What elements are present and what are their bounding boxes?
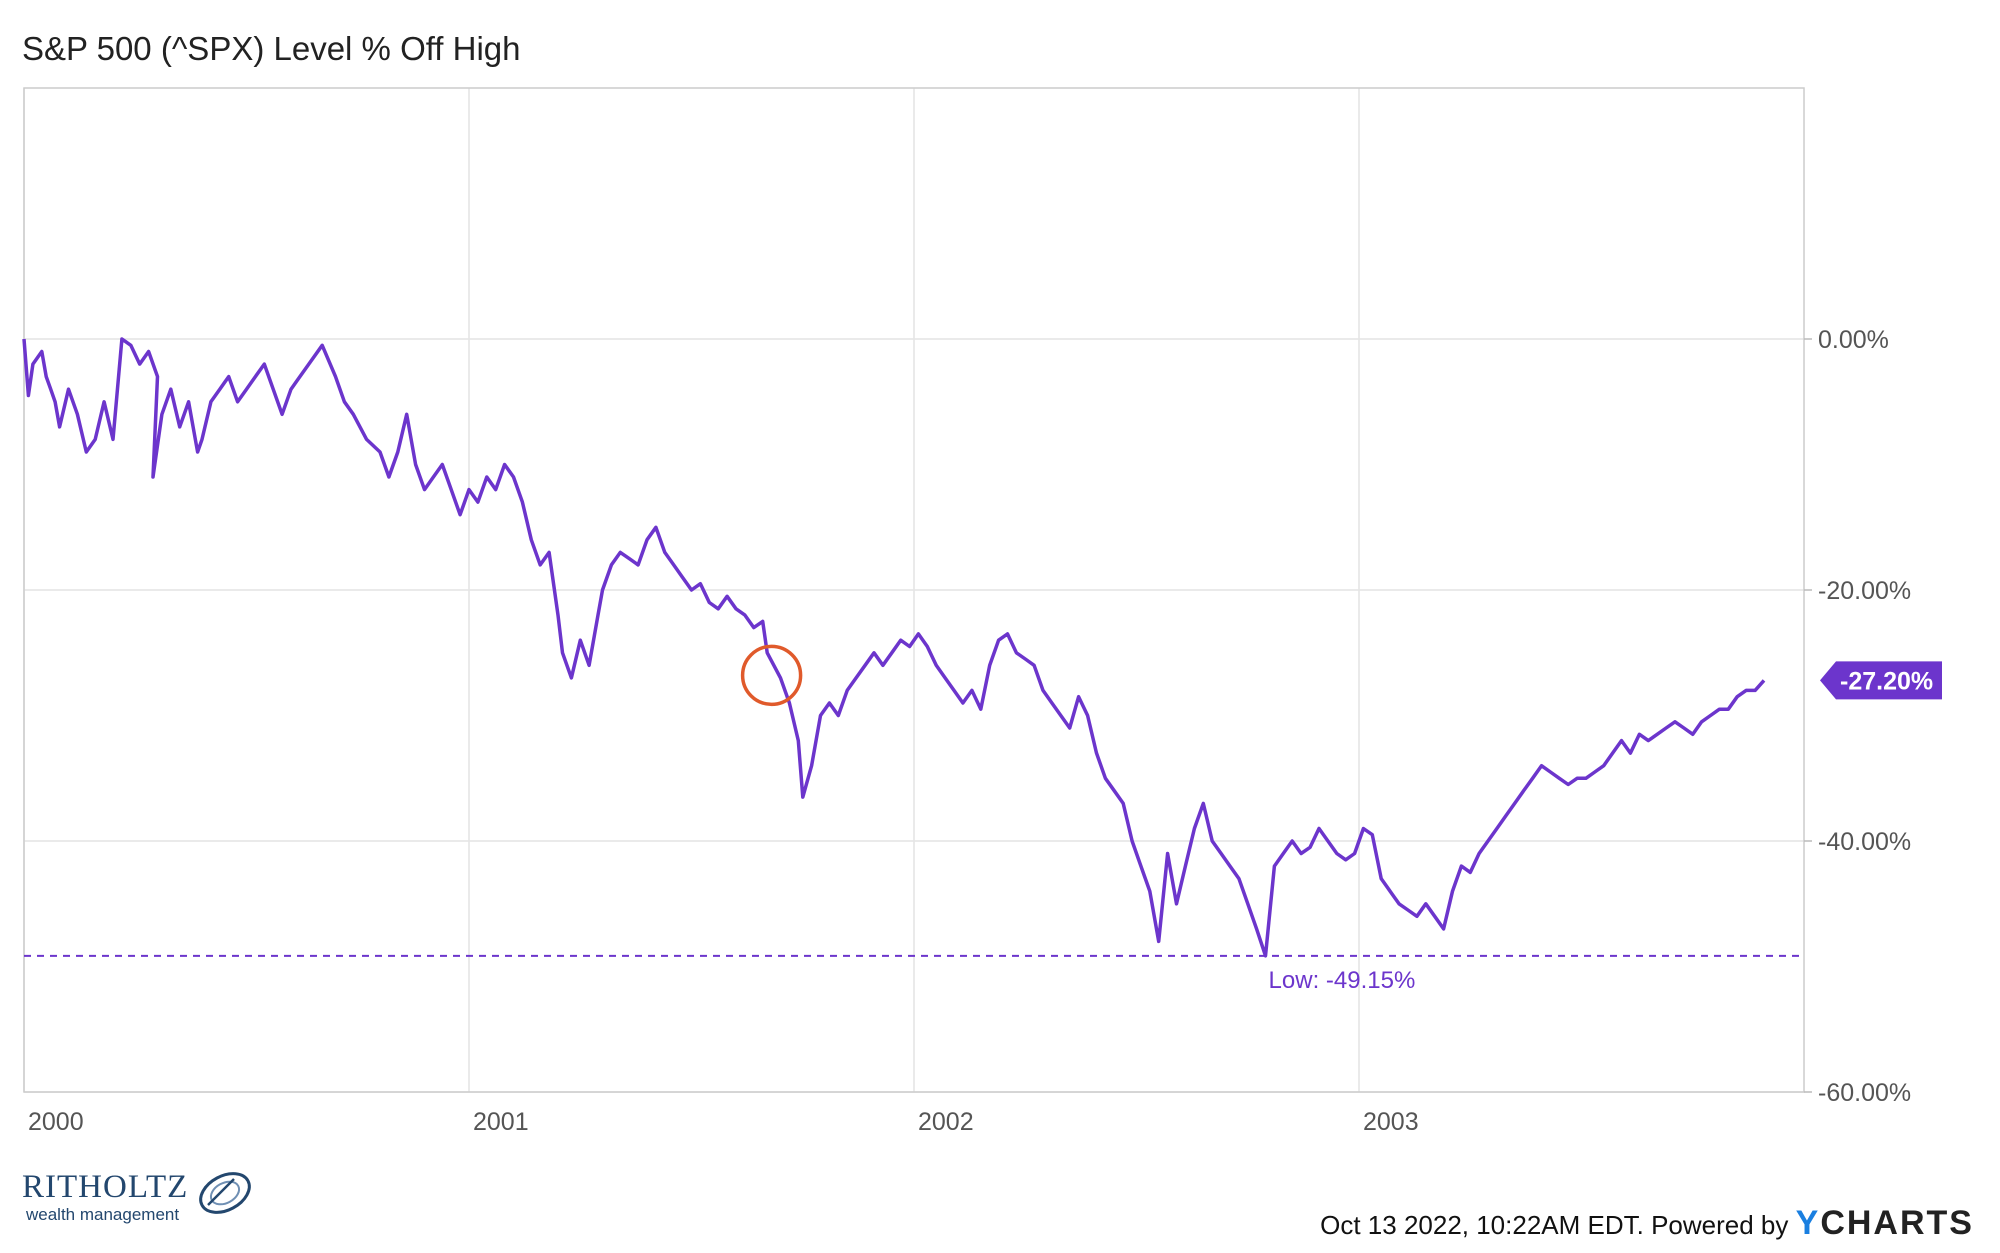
x-tick-label: 2003 xyxy=(1363,1108,1419,1136)
ycharts-logo: YCHARTS xyxy=(1796,1204,1974,1242)
footer-powered-by: Powered by xyxy=(1651,1210,1789,1240)
series-line xyxy=(22,337,1766,958)
logo-emblem-icon xyxy=(199,1172,251,1214)
low-label: Low: -49.15% xyxy=(1269,967,1416,994)
last-value-badge: -27.20% xyxy=(1820,661,1942,700)
y-tick-label: 0.00% xyxy=(1818,326,1889,354)
ycharts-logo-text: CHARTS xyxy=(1820,1204,1974,1242)
y-tick-label: -20.00% xyxy=(1818,577,1911,605)
x-tick-label: 2000 xyxy=(28,1108,84,1136)
chart-title: S&P 500 (^SPX) Level % Off High xyxy=(22,30,521,67)
y-tick-label: -40.00% xyxy=(1818,828,1911,856)
badge-label: -27.20% xyxy=(1840,667,1933,695)
logo-wordmark: RITHOLTZ xyxy=(22,1169,189,1205)
highlight-circle xyxy=(740,644,803,707)
badge-shape xyxy=(1820,661,1942,700)
series-path xyxy=(22,337,1766,958)
y-axis-ticks: 0.00% -20.00% -40.00% -60.00% xyxy=(1804,326,1911,1107)
highlight-ring xyxy=(740,644,803,707)
grid-lines xyxy=(23,88,1804,1093)
x-tick-label: 2001 xyxy=(473,1108,529,1136)
ycharts-logo-y: Y xyxy=(1795,1204,1821,1242)
x-tick-label: 2002 xyxy=(918,1108,974,1136)
x-axis-ticks: 2000 2001 2002 2003 xyxy=(28,1108,1419,1136)
y-tick-label: -60.00% xyxy=(1818,1079,1911,1107)
footer-timestamp: Oct 13 2022, 10:22AM EDT. xyxy=(1320,1210,1644,1240)
ritholtz-logo: RITHOLTZ wealth management xyxy=(22,1161,252,1231)
logo-subtitle: wealth management xyxy=(26,1205,180,1224)
footer-credit: Oct 13 2022, 10:22AM EDT. Powered by YCH… xyxy=(1320,1204,1974,1243)
low-reference-line: Low: -49.15% xyxy=(24,954,1804,994)
